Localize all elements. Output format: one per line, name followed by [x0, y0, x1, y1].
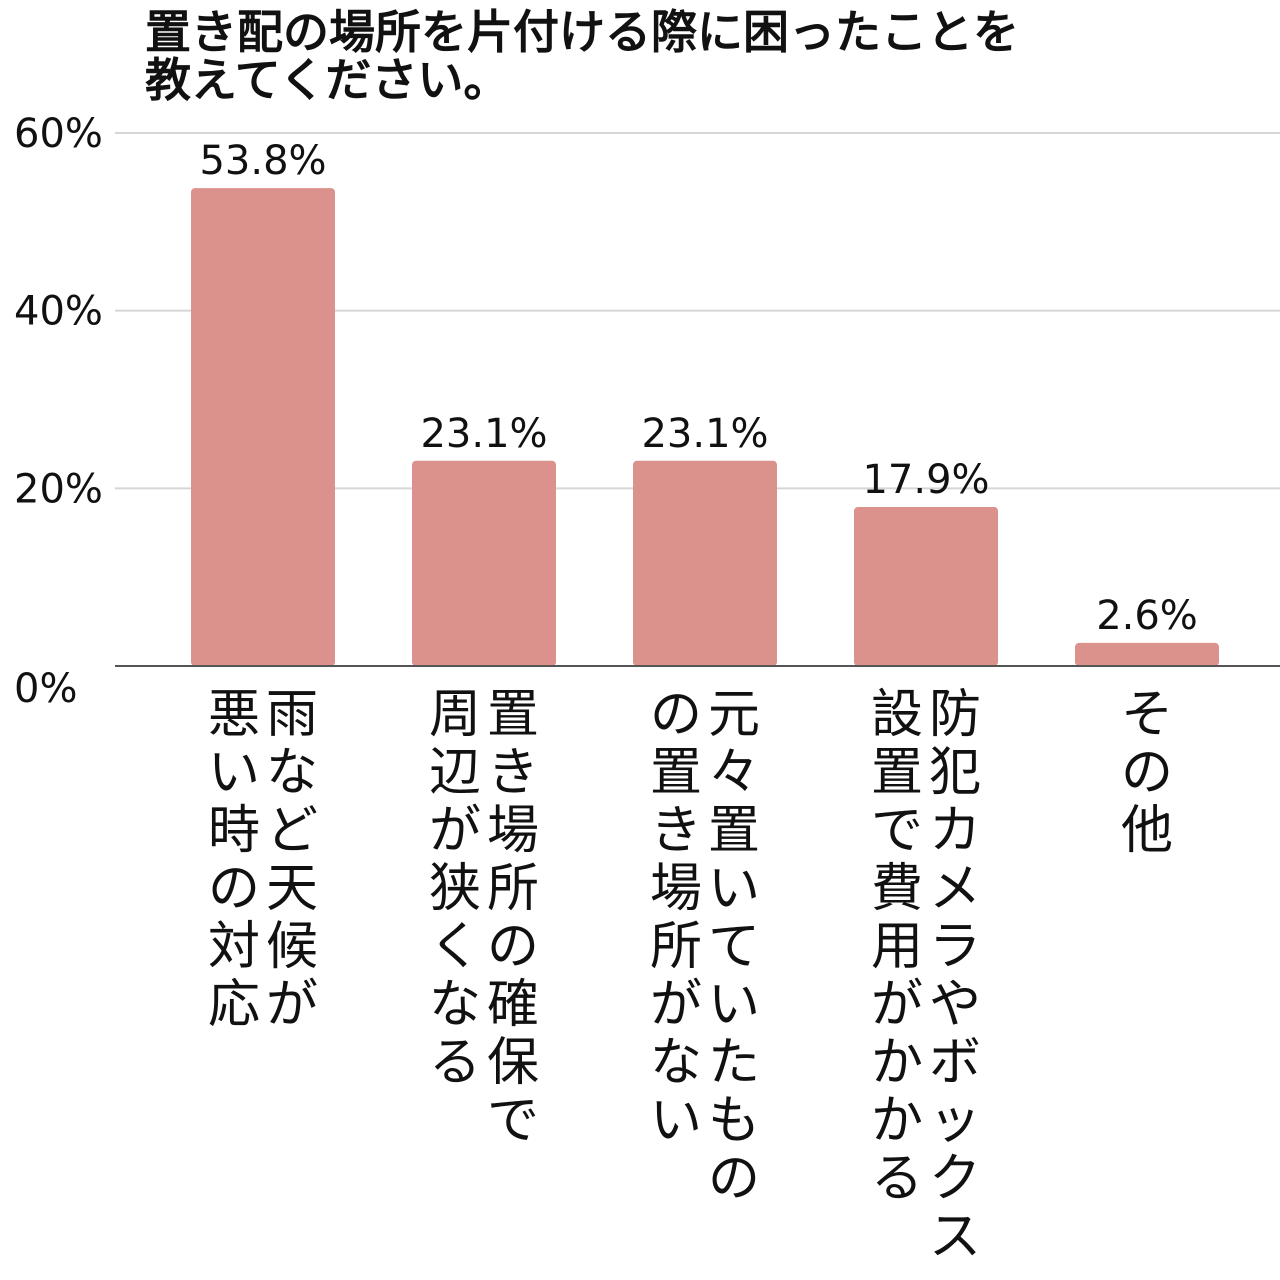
x-category-label: 周辺が狭くなる: [429, 685, 481, 1093]
chart-title: 置き配の場所を片付ける際に困ったことを 教えてください。: [145, 5, 1019, 107]
bar: [191, 188, 335, 666]
bar: [412, 460, 556, 666]
y-axis-tick-labels: 0% 20% 40% 60%: [14, 111, 103, 712]
x-category-label: 悪い時の対応: [208, 685, 260, 1035]
x-category-label: 雨など天候が: [266, 685, 318, 1035]
bar-value-label: 23.1%: [641, 411, 768, 457]
y-tick-label: 0%: [14, 666, 77, 712]
bar: [633, 460, 777, 666]
x-category-label: の置き場所がない: [650, 685, 702, 1151]
bar-value-label: 17.9%: [862, 457, 989, 503]
y-tick-label: 20%: [14, 466, 103, 512]
bar: [854, 506, 998, 666]
x-category-label: 置き場所の確保で: [487, 685, 539, 1151]
x-category-label: その他: [1121, 685, 1173, 861]
bar-value-labels: 53.8% 23.1% 23.1% 17.9% 2.6%: [199, 138, 1197, 639]
bar: [1075, 642, 1219, 666]
y-tick-label: 40%: [14, 289, 103, 335]
y-tick-label: 60%: [14, 111, 103, 157]
bars: [191, 188, 1219, 666]
bar-value-label: 2.6%: [1096, 593, 1198, 639]
x-category-label: 防犯カメラやボックス: [929, 685, 981, 1267]
x-category-label: 設置で費用がかかる: [871, 685, 923, 1209]
x-category-label: 元々置いていたもの: [708, 685, 760, 1209]
bar-value-label: 23.1%: [420, 411, 547, 457]
bar-value-label: 53.8%: [199, 138, 326, 184]
